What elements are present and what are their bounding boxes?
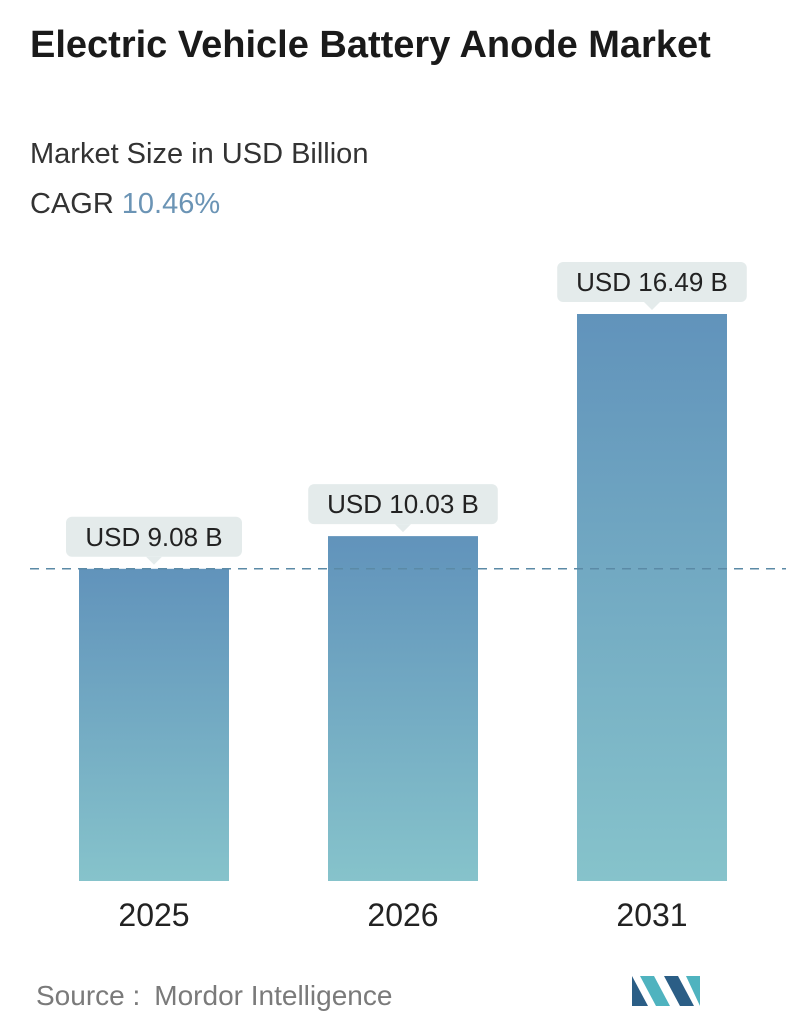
data-label-text: USD 16.49 B — [576, 267, 728, 297]
data-label-box — [308, 484, 498, 525]
x-tick-label-2031: 2031 — [616, 897, 687, 933]
data-label-text: USD 9.08 B — [85, 522, 222, 552]
bar-2025 — [79, 568, 229, 881]
source-label: Source : — [36, 980, 141, 1011]
bar-2031 — [577, 314, 727, 881]
data-label-box — [66, 516, 242, 557]
labels-layer: USD 9.08 B 2025 USD 10.03 B 2026 USD 16.49 B… — [66, 262, 747, 933]
bar-chart: USD 9.08 B 2025 USD 10.03 B 2026 USD 16.49 B… — [30, 262, 786, 933]
data-label-2026: USD 10.03 B — [308, 484, 498, 533]
data-label-box — [557, 262, 747, 302]
bar-2026 — [328, 536, 478, 881]
data-label-2025: USD 9.08 B — [66, 516, 242, 565]
chart-title: Electric Vehicle Battery Anode Market — [30, 24, 711, 66]
cagr-line: CAGR 10.46% — [30, 188, 220, 221]
data-label-2031: USD 16.49 B — [557, 262, 747, 310]
x-tick-label-2026: 2026 — [367, 897, 438, 933]
data-label-text: USD 10.03 B — [327, 489, 479, 519]
source-name: Mordor Intelligence — [154, 980, 393, 1011]
bars-layer — [79, 314, 727, 881]
data-label-pointer — [146, 556, 162, 565]
cagr-value: 10.46% — [121, 188, 221, 220]
data-label-pointer — [644, 302, 660, 310]
chart-subtitle: Market Size in USD Billion — [30, 138, 369, 170]
source-line: Source : Mordor Intelligence — [36, 980, 392, 1012]
x-tick-label-2025: 2025 — [118, 897, 189, 933]
cagr-label: CAGR — [30, 188, 114, 220]
mordor-intelligence-logo-icon — [632, 976, 700, 1006]
data-label-pointer — [395, 524, 411, 533]
